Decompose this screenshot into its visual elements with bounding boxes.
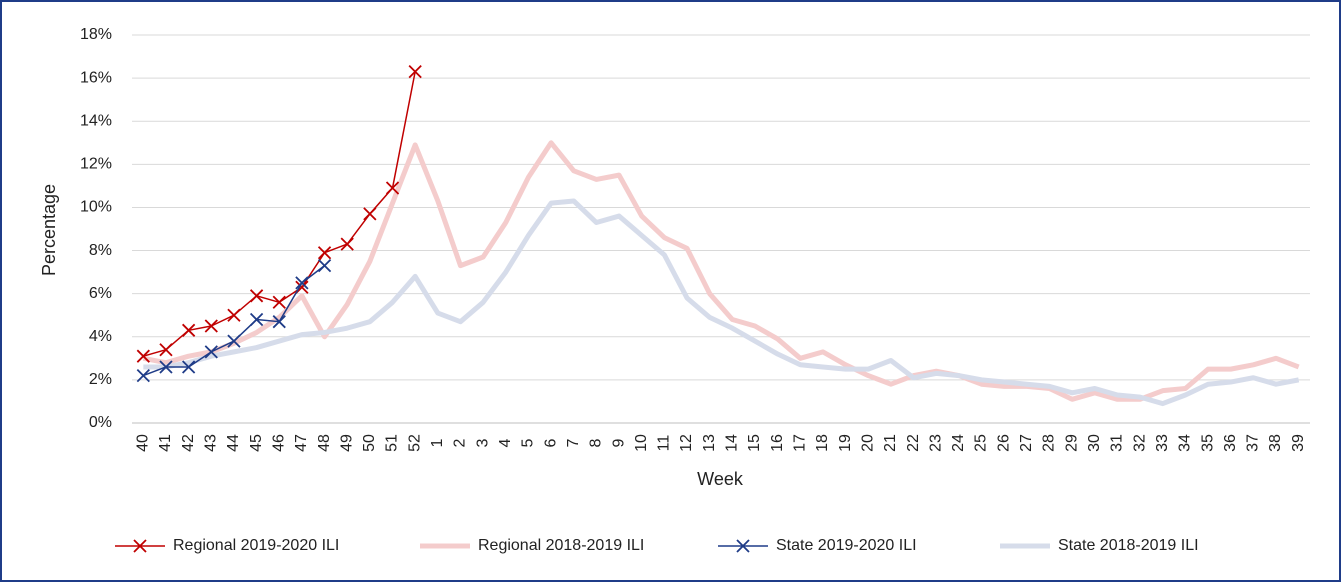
y-axis-label: Percentage	[39, 184, 59, 276]
x-tick-label: 50	[361, 434, 378, 452]
x-tick-label: 45	[248, 434, 265, 452]
y-tick-label: 6%	[89, 285, 112, 302]
y-tick-label: 4%	[89, 328, 112, 345]
marker	[295, 276, 309, 290]
x-tick-label: 22	[905, 434, 922, 452]
marker	[181, 323, 196, 337]
x-tick-label: 19	[837, 434, 854, 452]
x-tick-label: 29	[1063, 434, 1080, 452]
x-tick-label: 25	[973, 434, 990, 452]
marker	[159, 343, 173, 357]
marker	[204, 345, 218, 359]
y-tick-label: 8%	[89, 242, 112, 259]
x-tick-label: 23	[927, 434, 944, 452]
x-tick-label: 18	[814, 434, 831, 452]
x-tick-label: 26	[995, 434, 1012, 452]
marker	[385, 181, 400, 195]
y-tick-label: 18%	[80, 26, 112, 43]
marker	[227, 308, 241, 322]
x-tick-label: 32	[1131, 434, 1148, 452]
legend-label: State 2019-2020 ILI	[776, 537, 917, 554]
x-tick-label: 33	[1154, 434, 1171, 452]
x-tick-label: 37	[1245, 434, 1262, 452]
legend-label: Regional 2019-2020 ILI	[173, 537, 339, 554]
x-tick-label: 5	[520, 438, 537, 447]
x-tick-label: 30	[1086, 434, 1103, 452]
marker	[181, 360, 196, 374]
x-tick-label: 36	[1222, 434, 1239, 452]
marker	[136, 368, 150, 383]
marker	[227, 334, 241, 348]
x-tick-label: 2	[452, 438, 469, 447]
x-tick-label: 46	[270, 434, 287, 452]
series-line	[142, 140, 1300, 402]
y-tick-label: 14%	[80, 112, 112, 129]
series-line	[143, 198, 1300, 407]
x-tick-label: 31	[1109, 434, 1126, 452]
y-tick-label: 16%	[80, 69, 112, 86]
marker	[204, 319, 218, 333]
x-tick-label: 48	[316, 434, 333, 452]
x-tick-label: 28	[1041, 434, 1058, 452]
x-tick-label: 21	[882, 434, 899, 452]
x-tick-label: 51	[384, 434, 401, 452]
x-axis-label: Week	[697, 469, 744, 489]
marker	[249, 312, 264, 327]
x-tick-label: 13	[701, 434, 718, 452]
x-tick-label: 41	[157, 434, 174, 452]
x-tick-label: 4	[497, 438, 514, 447]
x-tick-label: 43	[203, 434, 220, 452]
x-tick-label: 12	[678, 434, 695, 452]
x-tick-label: 20	[859, 434, 876, 452]
x-tick-label: 38	[1267, 434, 1284, 452]
x-tick-label: 11	[656, 435, 673, 452]
x-tick-label: 16	[769, 434, 786, 452]
x-tick-label: 14	[724, 434, 741, 452]
x-tick-label: 15	[746, 434, 763, 452]
legend-label: Regional 2018-2019 ILI	[478, 537, 644, 554]
x-tick-label: 52	[406, 434, 423, 452]
marker	[317, 246, 332, 260]
marker	[340, 237, 354, 251]
legend-marker	[736, 539, 750, 553]
marker	[159, 360, 173, 374]
y-tick-label: 12%	[80, 156, 112, 173]
x-tick-label: 24	[950, 434, 967, 452]
x-tick-label: 17	[792, 434, 809, 452]
x-tick-label: 42	[180, 434, 197, 452]
x-tick-label: 8	[588, 438, 605, 447]
x-tick-label: 35	[1199, 434, 1216, 452]
x-tick-label: 39	[1290, 434, 1307, 452]
x-tick-label: 1	[429, 438, 446, 447]
x-tick-label: 34	[1177, 434, 1194, 452]
x-tick-label: 3	[474, 438, 491, 447]
x-tick-label: 40	[135, 434, 152, 452]
marker	[408, 65, 422, 79]
x-tick-label: 10	[633, 434, 650, 452]
marker	[136, 349, 150, 363]
legend-label: State 2018-2019 ILI	[1058, 537, 1199, 554]
x-tick-label: 9	[610, 438, 627, 447]
x-tick-label: 7	[565, 438, 582, 447]
x-tick-label: 27	[1018, 434, 1035, 452]
marker	[272, 315, 286, 329]
x-tick-label: 47	[293, 434, 310, 452]
x-tick-label: 44	[225, 434, 242, 452]
y-tick-label: 2%	[89, 371, 112, 388]
y-tick-label: 10%	[80, 199, 112, 216]
marker	[363, 207, 377, 221]
x-tick-label: 6	[542, 438, 559, 447]
marker	[272, 295, 286, 309]
y-tick-label: 0%	[89, 414, 112, 431]
marker	[249, 289, 264, 303]
marker	[317, 259, 332, 273]
legend-marker	[133, 539, 147, 553]
x-tick-label: 49	[338, 434, 355, 452]
